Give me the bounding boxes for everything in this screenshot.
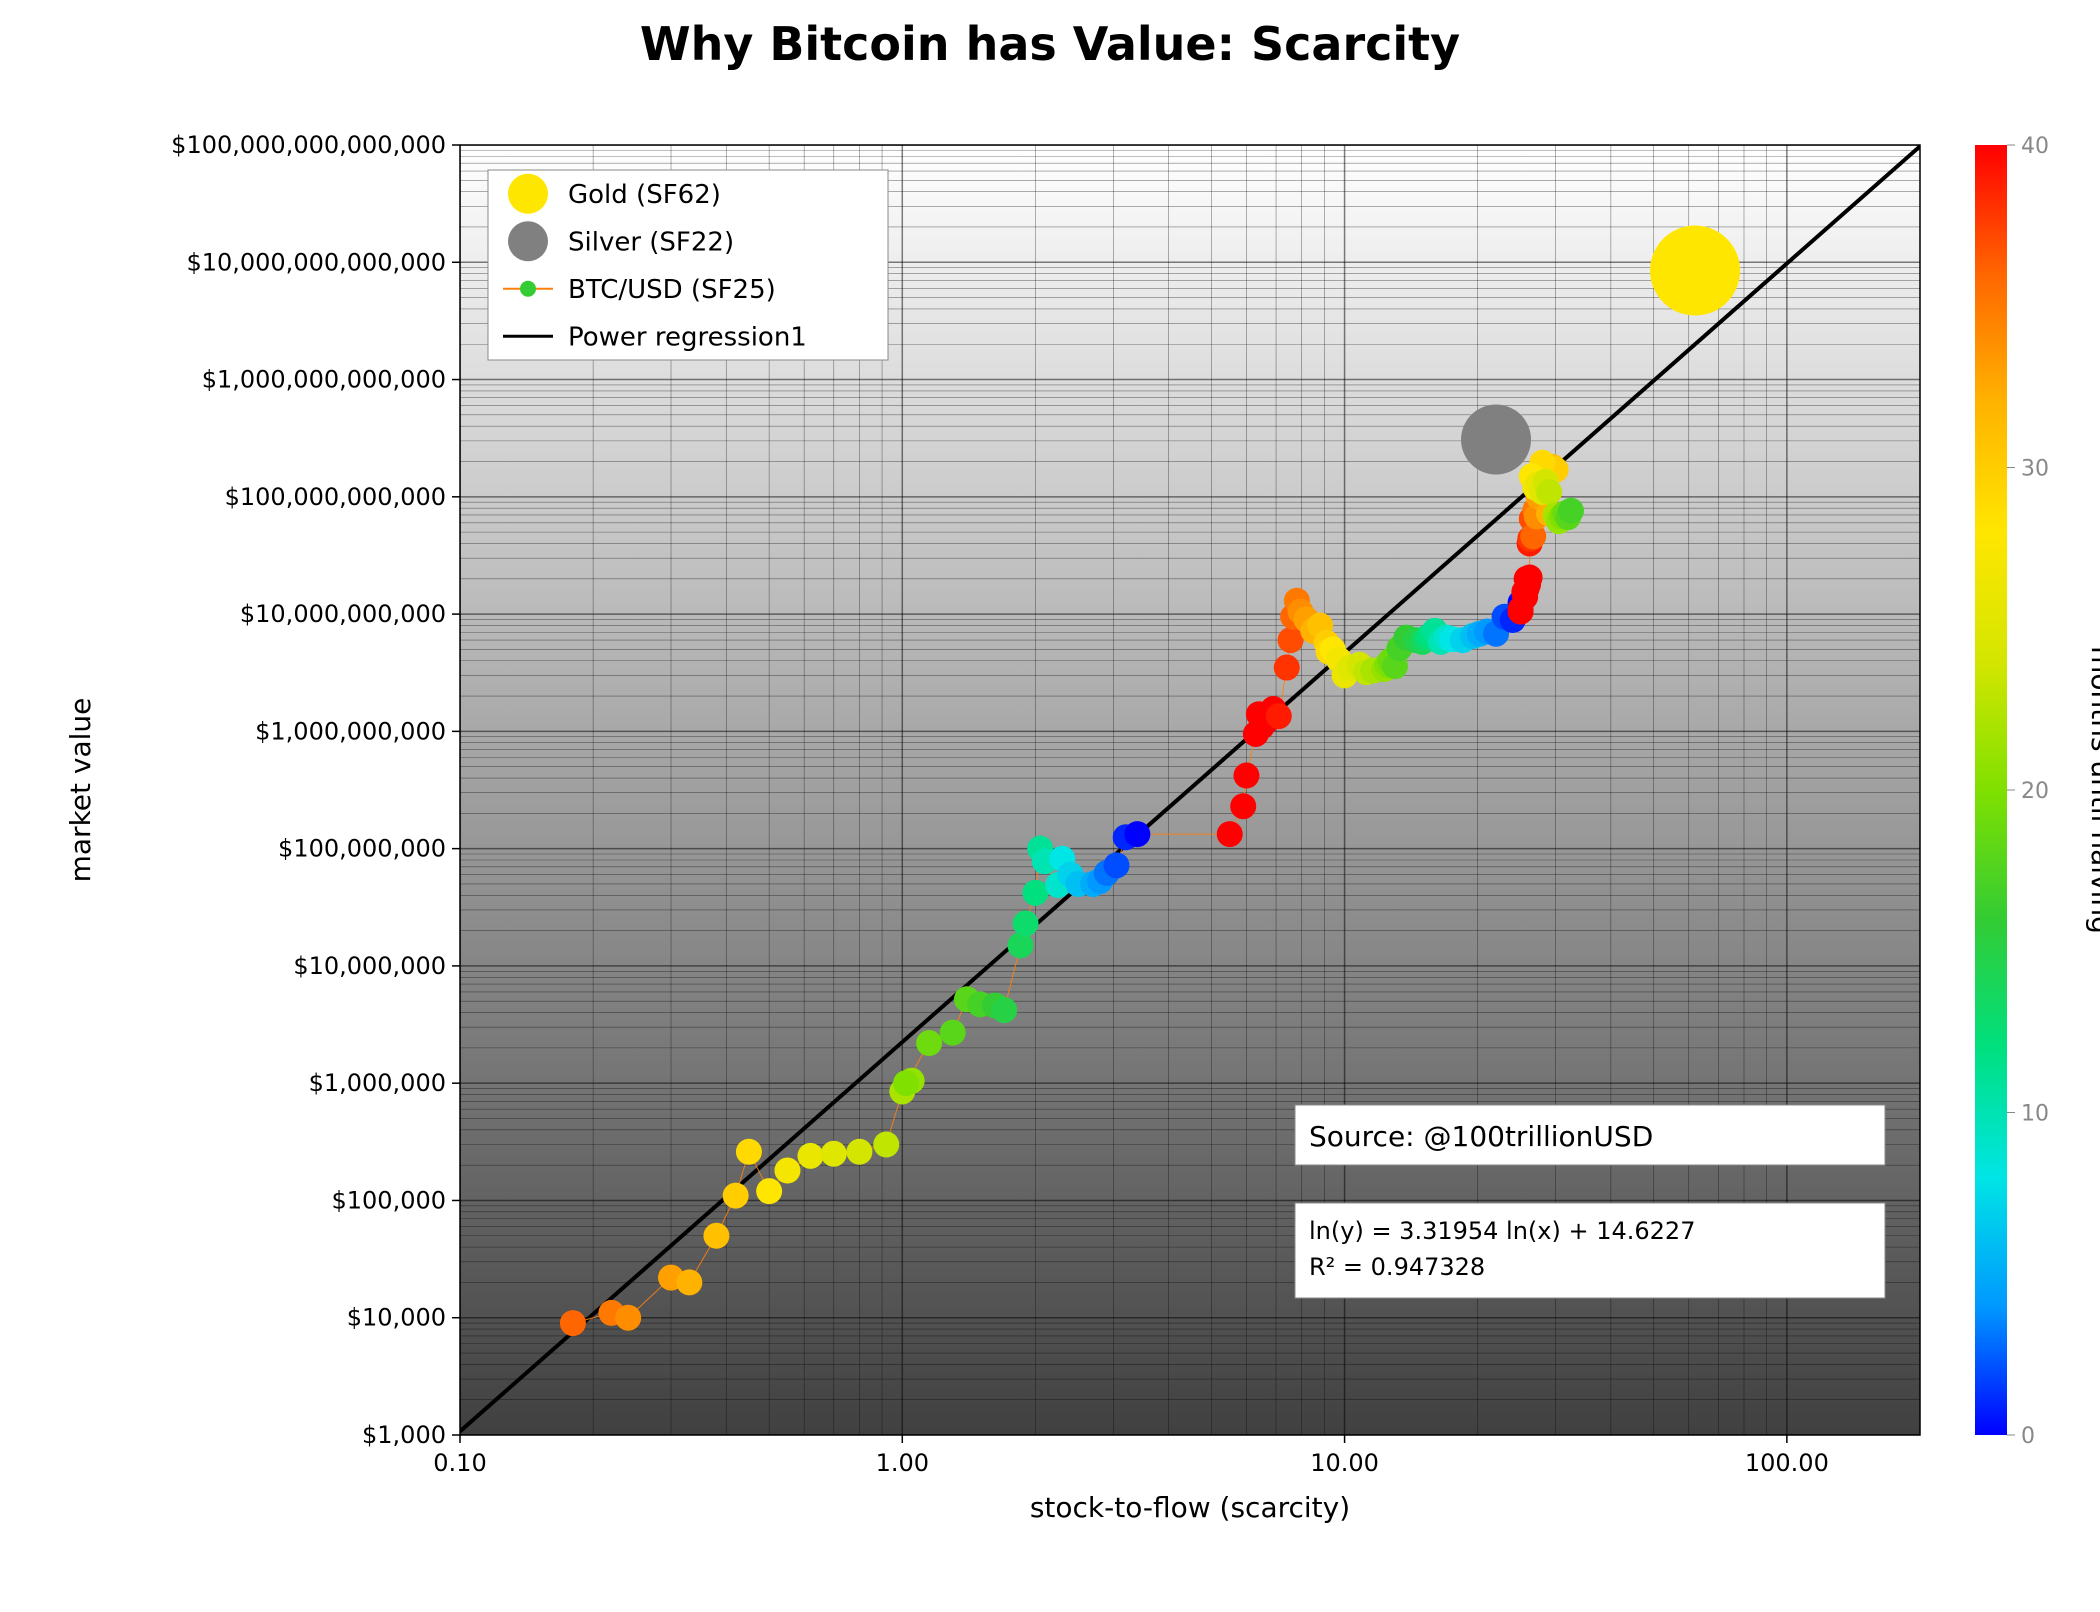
chart-svg: Why Bitcoin has Value: Scarcity $1,000$1… — [0, 0, 2100, 1612]
btc-point — [1278, 627, 1304, 653]
btc-point — [736, 1139, 762, 1165]
btc-point — [1536, 479, 1562, 505]
colorbar: 0 10 20 30 40 — [1975, 134, 2049, 1449]
btc-point — [1517, 565, 1543, 591]
legend-label: Silver (SF22) — [568, 227, 734, 257]
btc-point — [797, 1143, 823, 1169]
formula-line1: ln(y) = 3.31954 ln(x) + 14.6227 — [1309, 1217, 1695, 1245]
btc-point — [703, 1223, 729, 1249]
btc-point — [774, 1158, 800, 1184]
x-tick-label: 100.00 — [1745, 1449, 1829, 1477]
legend-marker-silver — [508, 221, 548, 261]
colorbar-tick-label: 10 — [2021, 1102, 2049, 1127]
btc-point — [1022, 880, 1048, 906]
y-tick-label: $100,000,000,000,000 — [171, 131, 446, 159]
formula-line2: R² = 0.947328 — [1309, 1253, 1485, 1281]
btc-point — [916, 1030, 942, 1056]
x-axis-label: stock-to-flow (scarcity) — [1030, 1491, 1350, 1524]
colorbar-label: months until halving — [2085, 646, 2100, 934]
legend-label: Power regression1 — [568, 322, 807, 352]
y-tick-label: $10,000,000,000,000 — [186, 248, 446, 276]
btc-point — [676, 1269, 702, 1295]
formula-annotation: ln(y) = 3.31954 ln(x) + 14.6227 R² = 0.94… — [1295, 1203, 1885, 1298]
colorbar-tick-label: 0 — [2021, 1424, 2035, 1449]
colorbar-tick-label: 20 — [2021, 779, 2049, 804]
btc-point — [1217, 821, 1243, 847]
y-tick-label: $10,000,000,000 — [240, 600, 446, 628]
y-tick-label: $1,000 — [362, 1421, 446, 1449]
y-tick-label: $10,000 — [347, 1304, 446, 1332]
legend-marker-btc — [520, 281, 536, 297]
colorbar-gradient — [1975, 145, 2007, 1435]
y-tick-label: $10,000,000 — [293, 952, 446, 980]
y-tick-label: $1,000,000 — [309, 1069, 446, 1097]
x-tick-label: 10.00 — [1310, 1449, 1379, 1477]
btc-point — [940, 1020, 966, 1046]
y-axis-ticks: $1,000 $10,000 $100,000 $1,000,000 $10,000,0… — [171, 131, 460, 1449]
btc-point — [846, 1139, 872, 1165]
btc-point — [1103, 852, 1129, 878]
btc-point — [1274, 655, 1300, 681]
btc-point — [1013, 910, 1039, 936]
y-tick-label: $100,000 — [331, 1186, 446, 1214]
silver-marker — [1461, 405, 1531, 475]
y-tick-label: $1,000,000,000 — [255, 717, 446, 745]
btc-point — [873, 1132, 899, 1158]
btc-point — [756, 1178, 782, 1204]
btc-point — [560, 1310, 586, 1336]
gold-marker — [1650, 226, 1740, 316]
source-text: Source: @100trillionUSD — [1309, 1120, 1653, 1153]
y-axis-label: market value — [64, 698, 97, 883]
chart-title: Why Bitcoin has Value: Scarcity — [640, 17, 1460, 71]
btc-point — [615, 1305, 641, 1331]
y-tick-label: $100,000,000,000 — [225, 483, 446, 511]
btc-point — [991, 997, 1017, 1023]
x-tick-label: 1.00 — [876, 1449, 929, 1477]
legend: Gold (SF62) Silver (SF22) BTC/USD (SF25) Po… — [488, 170, 888, 360]
btc-point — [1007, 932, 1033, 958]
chart-container: Why Bitcoin has Value: Scarcity $1,000$1… — [0, 0, 2100, 1612]
btc-point — [1230, 793, 1256, 819]
btc-point — [1124, 821, 1150, 847]
btc-point — [1558, 498, 1584, 524]
x-tick-label: 0.10 — [433, 1449, 486, 1477]
colorbar-tick-label: 30 — [2021, 457, 2049, 482]
legend-label: BTC/USD (SF25) — [568, 275, 776, 305]
legend-label: Gold (SF62) — [568, 180, 721, 210]
legend-marker-gold — [508, 174, 548, 214]
colorbar-tick-label: 40 — [2021, 134, 2049, 159]
y-tick-label: $1,000,000,000,000 — [202, 366, 446, 394]
btc-point — [1266, 703, 1292, 729]
btc-point — [893, 1070, 919, 1096]
source-annotation: Source: @100trillionUSD — [1295, 1105, 1885, 1165]
btc-point — [1233, 763, 1259, 789]
btc-point — [723, 1183, 749, 1209]
y-tick-label: $100,000,000 — [278, 835, 446, 863]
x-axis-ticks: 0.10 1.00 10.00 100.00 — [433, 1435, 1829, 1477]
btc-point — [821, 1141, 847, 1167]
